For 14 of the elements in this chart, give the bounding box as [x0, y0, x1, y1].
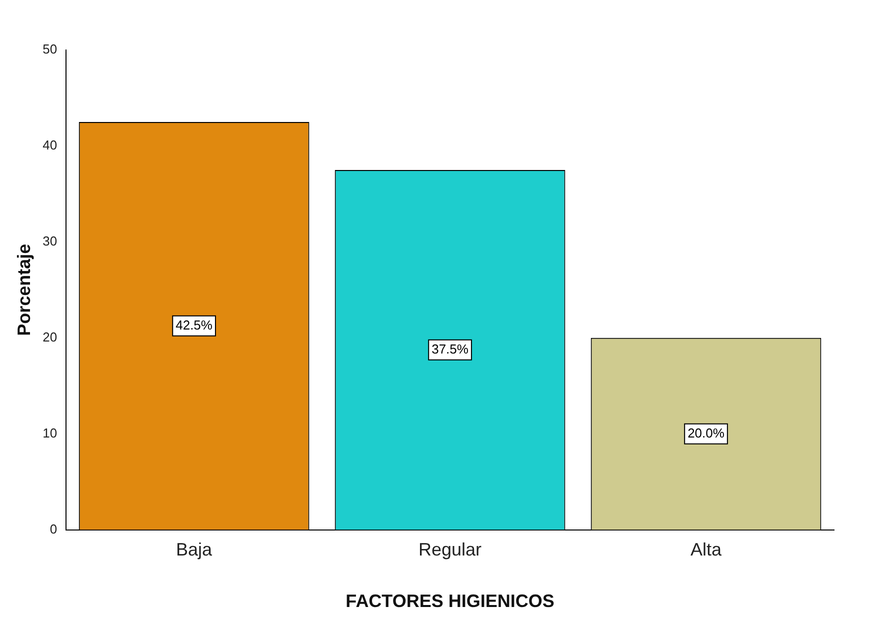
y-tick-label: 50: [42, 42, 58, 57]
y-tick-label: 30: [42, 234, 58, 248]
y-tick-label: 0: [50, 521, 58, 536]
data-label: 42.5%: [176, 317, 213, 332]
x-tick-label: Baja: [176, 540, 214, 560]
data-label: 37.5%: [432, 341, 469, 356]
x-tick-label: Regular: [418, 540, 482, 560]
y-tick-label: 40: [42, 138, 58, 153]
data-label: 20.0%: [688, 425, 725, 440]
y-axis-title: Porcentaje: [14, 244, 34, 336]
x-tick-label: Alta: [690, 540, 722, 560]
y-tick-label: 10: [42, 425, 58, 440]
y-tick-label: 20: [42, 329, 58, 344]
x-axis-title: FACTORES HIGIENICOS: [346, 591, 554, 612]
